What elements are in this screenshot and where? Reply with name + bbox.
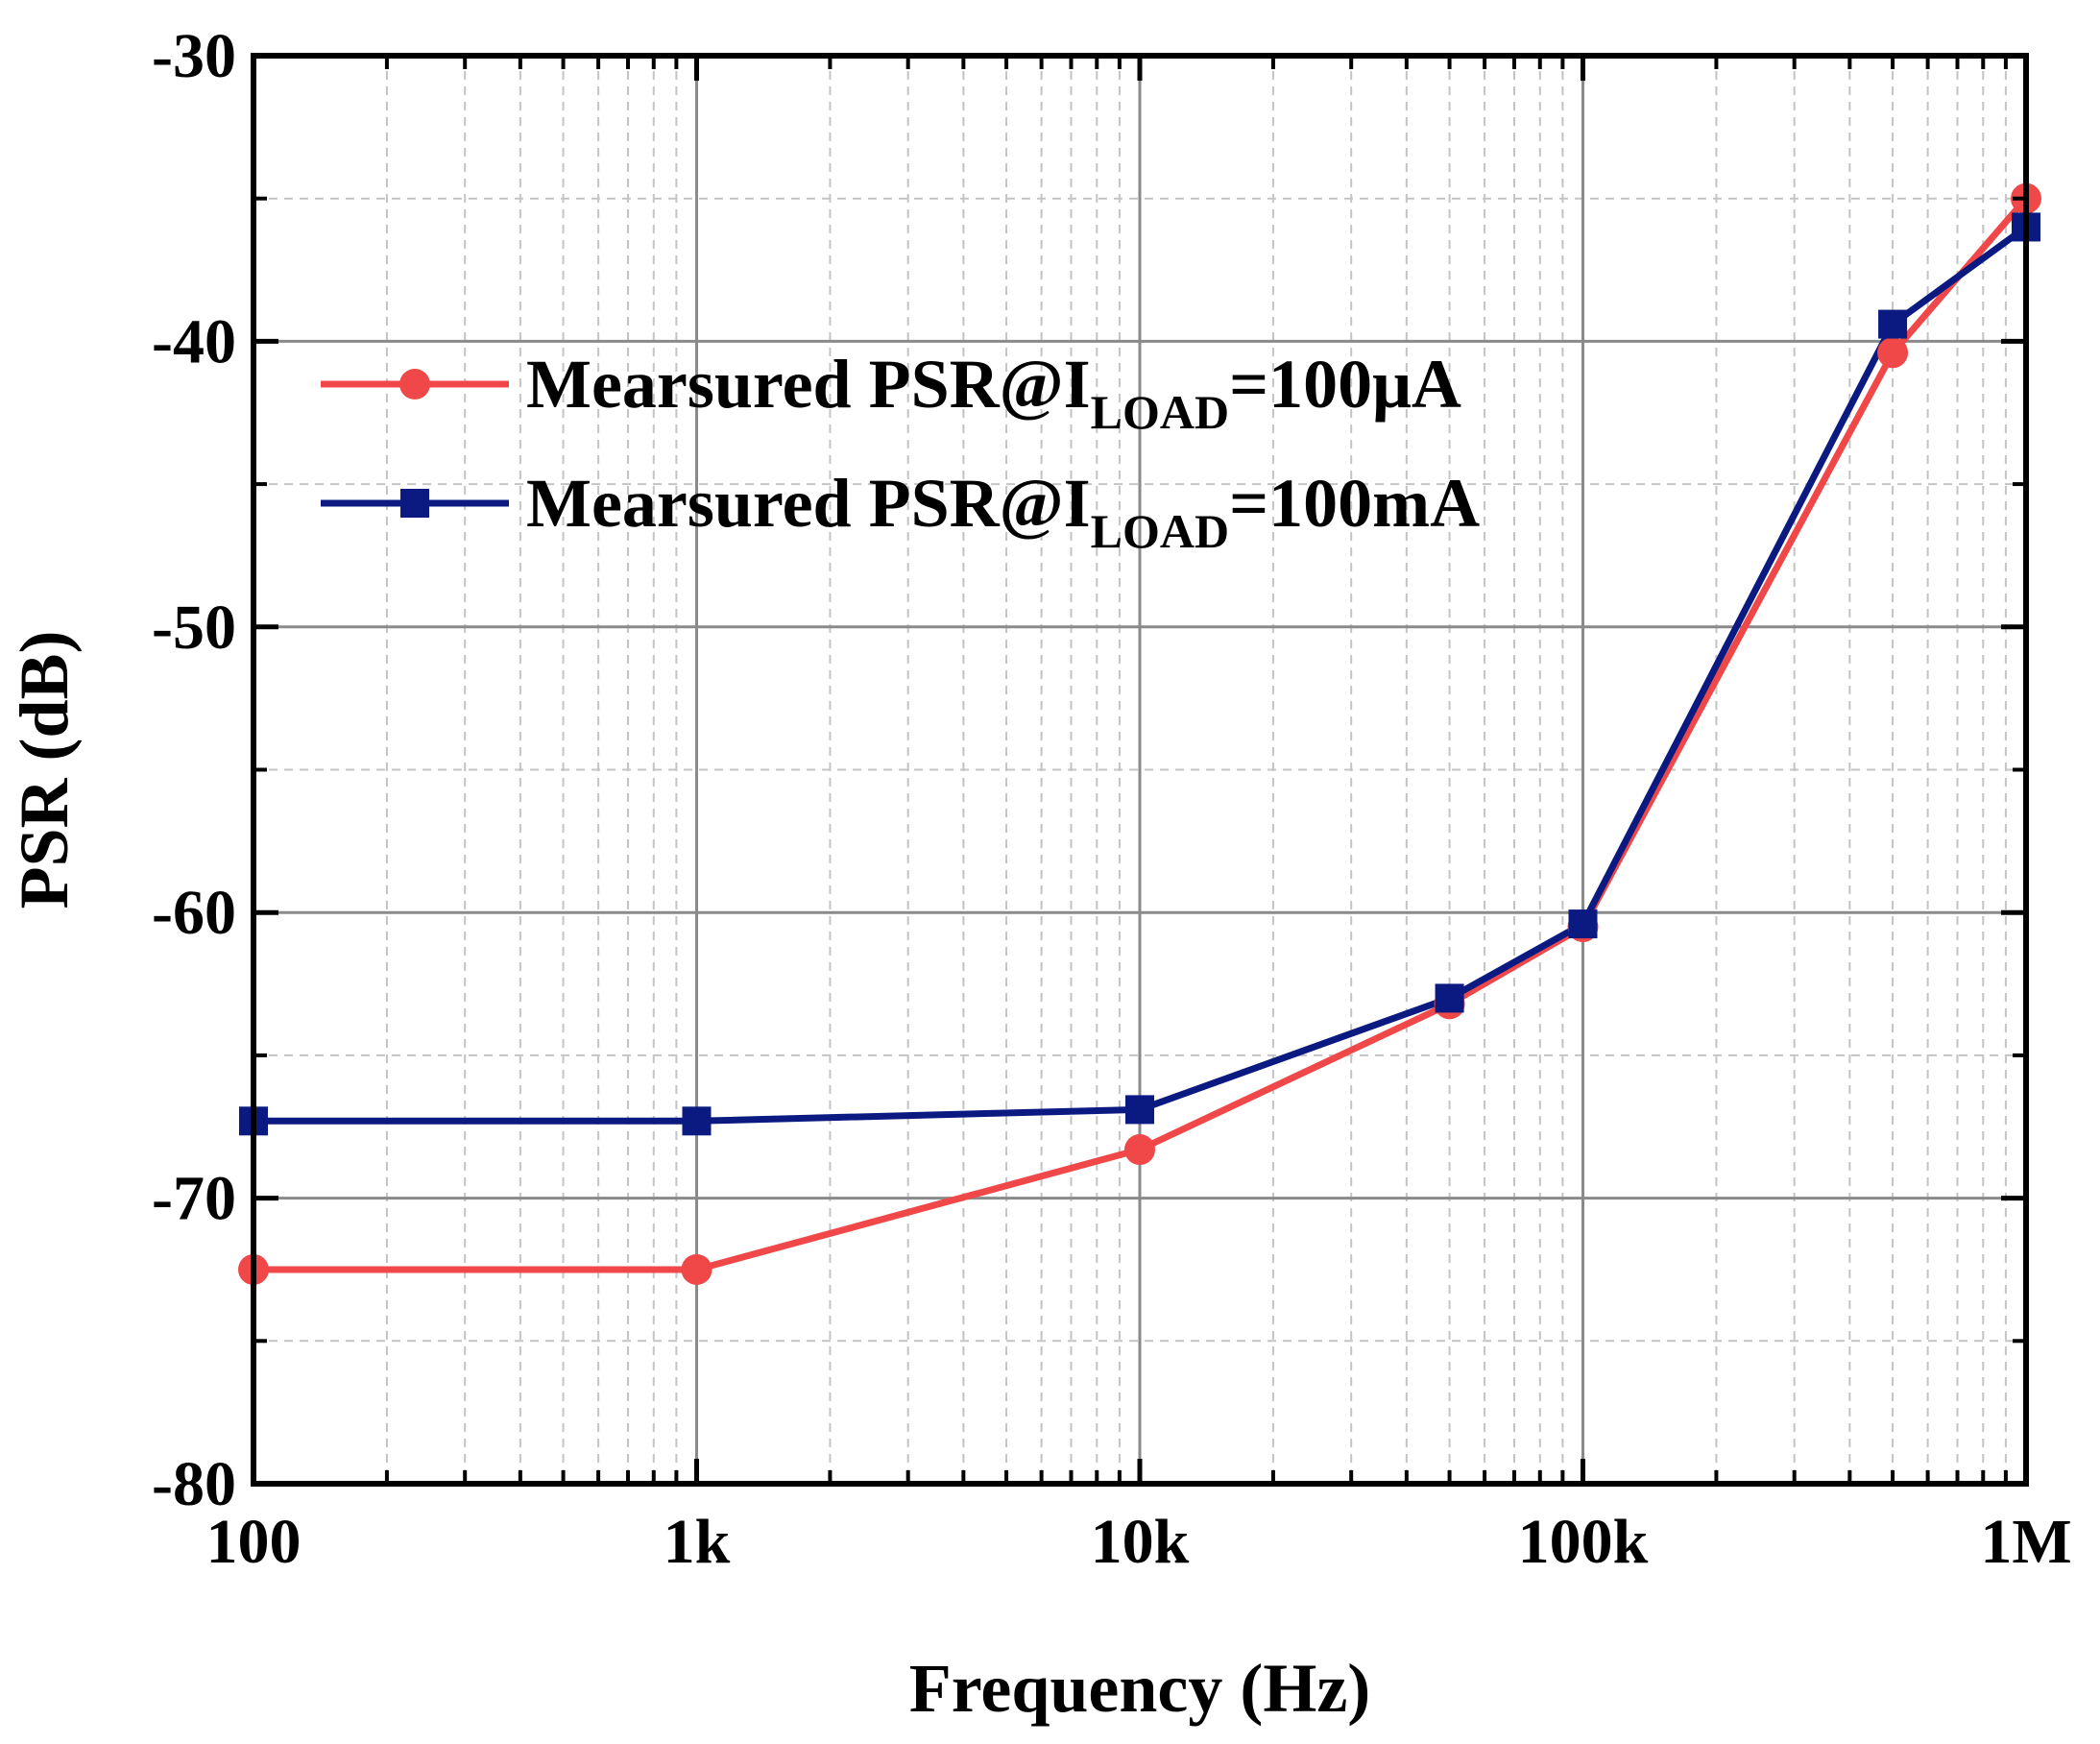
- legend-entry-1: Mearsured PSR@ILOAD=100mA: [321, 465, 1480, 558]
- legend-label-1: Mearsured PSR@ILOAD=100mA: [526, 465, 1480, 558]
- legend-label-1-main: Mearsured PSR@I: [526, 465, 1091, 542]
- series-1-point: [1878, 309, 1908, 339]
- series-1-point: [1435, 983, 1464, 1013]
- series-1-point: [682, 1106, 712, 1136]
- y-tick-label: -30: [152, 21, 236, 91]
- y-tick-label: -40: [152, 306, 236, 376]
- x-tick-label: 10k: [1091, 1507, 1190, 1577]
- legend: Mearsured PSR@ILOAD=100μA Mearsured PSR@…: [321, 346, 1480, 558]
- grid-minor: [253, 56, 2026, 1484]
- series-layer: [238, 182, 2041, 1285]
- x-tick-label: 100: [206, 1507, 302, 1577]
- legend-label-0-sub: LOAD: [1091, 385, 1229, 439]
- legend-label-1-sub: LOAD: [1091, 504, 1229, 558]
- y-axis-title: PSR (dB): [6, 630, 83, 908]
- y-tick-labels: -80 -70 -60 -50 -40 -30: [152, 21, 236, 1519]
- x-tick-label: 100k: [1518, 1507, 1649, 1577]
- legend-label-0-main: Mearsured PSR@I: [526, 346, 1091, 423]
- series-1-point: [1125, 1095, 1154, 1125]
- legend-marker-circle: [399, 369, 430, 400]
- series-1-point: [1568, 909, 1598, 939]
- legend-label-0: Mearsured PSR@ILOAD=100μA: [526, 346, 1461, 439]
- x-axis-title: Frequency (Hz): [909, 1650, 1371, 1727]
- series-0-point: [681, 1253, 712, 1285]
- y-tick-label: -70: [152, 1164, 236, 1234]
- x-tick-label: 1k: [664, 1507, 731, 1577]
- legend-label-1-tail: =100mA: [1229, 465, 1480, 542]
- y-tick-label: -60: [152, 878, 236, 948]
- series-0-point: [1124, 1134, 1155, 1166]
- x-tick-label: 1M: [1980, 1507, 2071, 1577]
- axis-ticks: [251, 53, 2029, 1487]
- legend-marker-square: [400, 489, 429, 518]
- series-0-point: [1877, 337, 1909, 369]
- legend-label-0-tail: =100μA: [1229, 346, 1461, 423]
- y-tick-label: -50: [152, 593, 236, 663]
- y-tick-label: -80: [152, 1449, 236, 1519]
- x-tick-labels: 100 1k 10k 100k 1M: [206, 1507, 2072, 1577]
- legend-entry-0: Mearsured PSR@ILOAD=100μA: [321, 346, 1461, 439]
